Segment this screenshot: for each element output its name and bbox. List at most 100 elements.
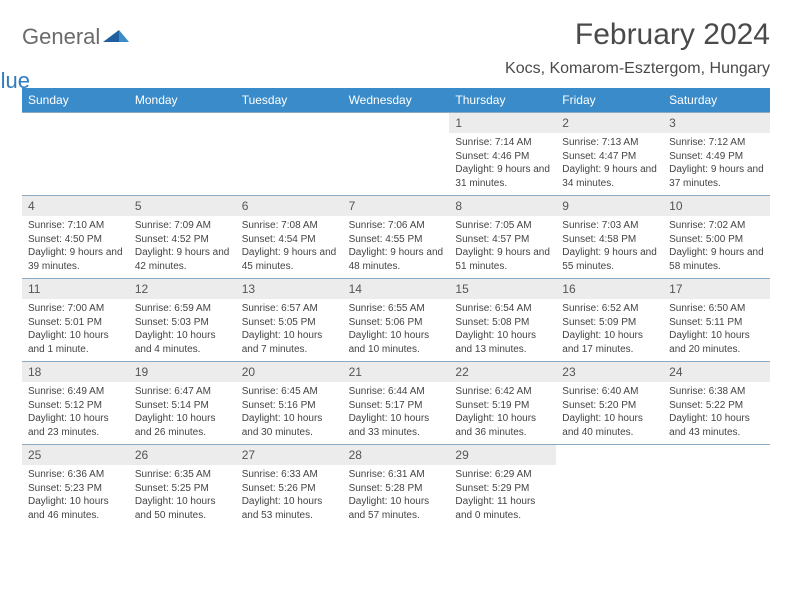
weekday-header-row: Sunday Monday Tuesday Wednesday Thursday… [22,88,770,112]
day-body: Sunrise: 6:52 AMSunset: 5:09 PMDaylight:… [556,299,663,360]
day-cell: 14Sunrise: 6:55 AMSunset: 5:06 PMDayligh… [343,279,450,361]
sunset-text: Sunset: 4:54 PM [242,233,337,247]
sunrise-text: Sunrise: 6:40 AM [562,385,657,399]
day-number: 6 [236,196,343,216]
sunset-text: Sunset: 5:16 PM [242,399,337,413]
daylight-text: Daylight: 10 hours and 33 minutes. [349,412,444,439]
day-body: Sunrise: 6:35 AMSunset: 5:25 PMDaylight:… [129,465,236,526]
day-cell: 5Sunrise: 7:09 AMSunset: 4:52 PMDaylight… [129,196,236,278]
day-body: Sunrise: 7:08 AMSunset: 4:54 PMDaylight:… [236,216,343,277]
day-cell: 3Sunrise: 7:12 AMSunset: 4:49 PMDaylight… [663,113,770,195]
daylight-text: Daylight: 10 hours and 20 minutes. [669,329,764,356]
daylight-text: Daylight: 10 hours and 17 minutes. [562,329,657,356]
sunset-text: Sunset: 5:29 PM [455,482,550,496]
day-cell [129,113,236,195]
day-number: 13 [236,279,343,299]
day-cell: 1Sunrise: 7:14 AMSunset: 4:46 PMDaylight… [449,113,556,195]
day-body: Sunrise: 7:09 AMSunset: 4:52 PMDaylight:… [129,216,236,277]
day-cell: 27Sunrise: 6:33 AMSunset: 5:26 PMDayligh… [236,445,343,527]
sunrise-text: Sunrise: 7:08 AM [242,219,337,233]
daylight-text: Daylight: 10 hours and 43 minutes. [669,412,764,439]
sunset-text: Sunset: 4:55 PM [349,233,444,247]
day-cell: 12Sunrise: 6:59 AMSunset: 5:03 PMDayligh… [129,279,236,361]
daylight-text: Daylight: 10 hours and 4 minutes. [135,329,230,356]
sunset-text: Sunset: 4:57 PM [455,233,550,247]
weekday-wednesday: Wednesday [343,88,450,112]
daylight-text: Daylight: 10 hours and 10 minutes. [349,329,444,356]
day-number: 20 [236,362,343,382]
day-cell: 17Sunrise: 6:50 AMSunset: 5:11 PMDayligh… [663,279,770,361]
day-cell: 23Sunrise: 6:40 AMSunset: 5:20 PMDayligh… [556,362,663,444]
day-number: 18 [22,362,129,382]
daylight-text: Daylight: 10 hours and 7 minutes. [242,329,337,356]
day-number: 28 [343,445,450,465]
sunset-text: Sunset: 5:08 PM [455,316,550,330]
daylight-text: Daylight: 10 hours and 36 minutes. [455,412,550,439]
day-number: 25 [22,445,129,465]
day-number [556,445,663,451]
weekday-friday: Friday [556,88,663,112]
day-number: 19 [129,362,236,382]
logo-text-blue: Blue [0,68,95,94]
sunrise-text: Sunrise: 6:38 AM [669,385,764,399]
calendar: Sunday Monday Tuesday Wednesday Thursday… [22,88,770,527]
sunset-text: Sunset: 5:14 PM [135,399,230,413]
sunrise-text: Sunrise: 6:54 AM [455,302,550,316]
day-cell: 11Sunrise: 7:00 AMSunset: 5:01 PMDayligh… [22,279,129,361]
sunset-text: Sunset: 5:19 PM [455,399,550,413]
day-cell: 13Sunrise: 6:57 AMSunset: 5:05 PMDayligh… [236,279,343,361]
sunrise-text: Sunrise: 6:29 AM [455,468,550,482]
sunrise-text: Sunrise: 7:12 AM [669,136,764,150]
day-number: 12 [129,279,236,299]
day-cell [236,113,343,195]
week-row: 1Sunrise: 7:14 AMSunset: 4:46 PMDaylight… [22,112,770,195]
day-body: Sunrise: 6:44 AMSunset: 5:17 PMDaylight:… [343,382,450,443]
day-cell: 25Sunrise: 6:36 AMSunset: 5:23 PMDayligh… [22,445,129,527]
day-body: Sunrise: 7:03 AMSunset: 4:58 PMDaylight:… [556,216,663,277]
day-cell: 15Sunrise: 6:54 AMSunset: 5:08 PMDayligh… [449,279,556,361]
day-cell: 18Sunrise: 6:49 AMSunset: 5:12 PMDayligh… [22,362,129,444]
sunrise-text: Sunrise: 7:06 AM [349,219,444,233]
week-row: 11Sunrise: 7:00 AMSunset: 5:01 PMDayligh… [22,278,770,361]
sunset-text: Sunset: 5:12 PM [28,399,123,413]
week-row: 4Sunrise: 7:10 AMSunset: 4:50 PMDaylight… [22,195,770,278]
day-number: 10 [663,196,770,216]
day-body: Sunrise: 6:29 AMSunset: 5:29 PMDaylight:… [449,465,556,526]
day-number: 15 [449,279,556,299]
sunrise-text: Sunrise: 7:14 AM [455,136,550,150]
day-body: Sunrise: 6:55 AMSunset: 5:06 PMDaylight:… [343,299,450,360]
weekday-thursday: Thursday [449,88,556,112]
day-cell [22,113,129,195]
day-body: Sunrise: 7:14 AMSunset: 4:46 PMDaylight:… [449,133,556,194]
sunset-text: Sunset: 5:03 PM [135,316,230,330]
day-body: Sunrise: 6:45 AMSunset: 5:16 PMDaylight:… [236,382,343,443]
sunrise-text: Sunrise: 7:03 AM [562,219,657,233]
daylight-text: Daylight: 9 hours and 58 minutes. [669,246,764,273]
sunset-text: Sunset: 5:11 PM [669,316,764,330]
page-header: General Blue February 2024 Kocs, Komarom… [22,18,770,78]
day-cell [343,113,450,195]
location-text: Kocs, Komarom-Esztergom, Hungary [505,60,770,78]
daylight-text: Daylight: 10 hours and 57 minutes. [349,495,444,522]
weekday-tuesday: Tuesday [236,88,343,112]
sunrise-text: Sunrise: 7:13 AM [562,136,657,150]
day-body: Sunrise: 7:00 AMSunset: 5:01 PMDaylight:… [22,299,129,360]
day-number: 17 [663,279,770,299]
day-number [343,113,450,119]
sunset-text: Sunset: 5:23 PM [28,482,123,496]
sunset-text: Sunset: 4:50 PM [28,233,123,247]
day-number: 11 [22,279,129,299]
sunset-text: Sunset: 4:46 PM [455,150,550,164]
month-title: February 2024 [505,18,770,52]
sunset-text: Sunset: 5:09 PM [562,316,657,330]
day-body: Sunrise: 7:12 AMSunset: 4:49 PMDaylight:… [663,133,770,194]
sunset-text: Sunset: 5:05 PM [242,316,337,330]
daylight-text: Daylight: 10 hours and 53 minutes. [242,495,337,522]
day-number [129,113,236,119]
daylight-text: Daylight: 9 hours and 51 minutes. [455,246,550,273]
title-block: February 2024 Kocs, Komarom-Esztergom, H… [505,18,770,78]
day-cell: 9Sunrise: 7:03 AMSunset: 4:58 PMDaylight… [556,196,663,278]
day-number: 16 [556,279,663,299]
day-number: 22 [449,362,556,382]
daylight-text: Daylight: 9 hours and 34 minutes. [562,163,657,190]
